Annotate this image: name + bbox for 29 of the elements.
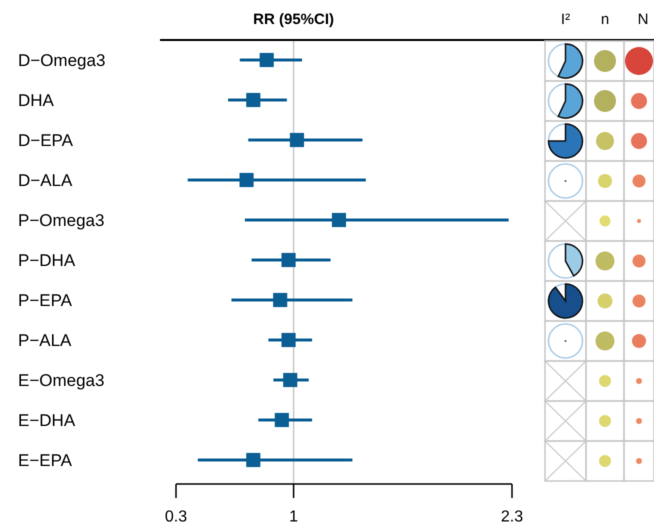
- y-tick-label: P−DHA: [18, 251, 76, 270]
- y-tick-label: D−Omega3: [18, 51, 106, 70]
- point: [273, 292, 288, 308]
- y-tick-label: P−ALA: [18, 331, 72, 350]
- text: N: [638, 11, 648, 28]
- point: [281, 332, 296, 348]
- point: [290, 132, 304, 148]
- y-tick-label: D−EPA: [18, 131, 74, 150]
- point: [283, 372, 298, 388]
- point: [260, 52, 274, 68]
- point: [246, 92, 260, 108]
- point: [274, 412, 289, 428]
- point: [239, 172, 254, 188]
- y-tick-label: E−DHA: [18, 411, 76, 430]
- point: [281, 252, 296, 268]
- point: [332, 212, 346, 228]
- x-tick-label: 0.3: [164, 508, 188, 526]
- chart-title: RR (95%CI): [253, 11, 334, 28]
- text: I²: [560, 11, 570, 28]
- y-tick-label: E−Omega3: [18, 371, 104, 390]
- y-tick-label: P−EPA: [18, 291, 73, 310]
- point: [246, 452, 260, 468]
- y-tick-label: D−ALA: [18, 171, 73, 190]
- y-tick-label: P−Omega3: [18, 211, 104, 230]
- y-tick-label: DHA: [18, 91, 55, 110]
- text: n: [600, 11, 610, 28]
- x-tick-label: 2.3: [500, 508, 524, 526]
- y-tick-label: E−EPA: [18, 451, 73, 470]
- x-tick-label: 1: [289, 508, 298, 526]
